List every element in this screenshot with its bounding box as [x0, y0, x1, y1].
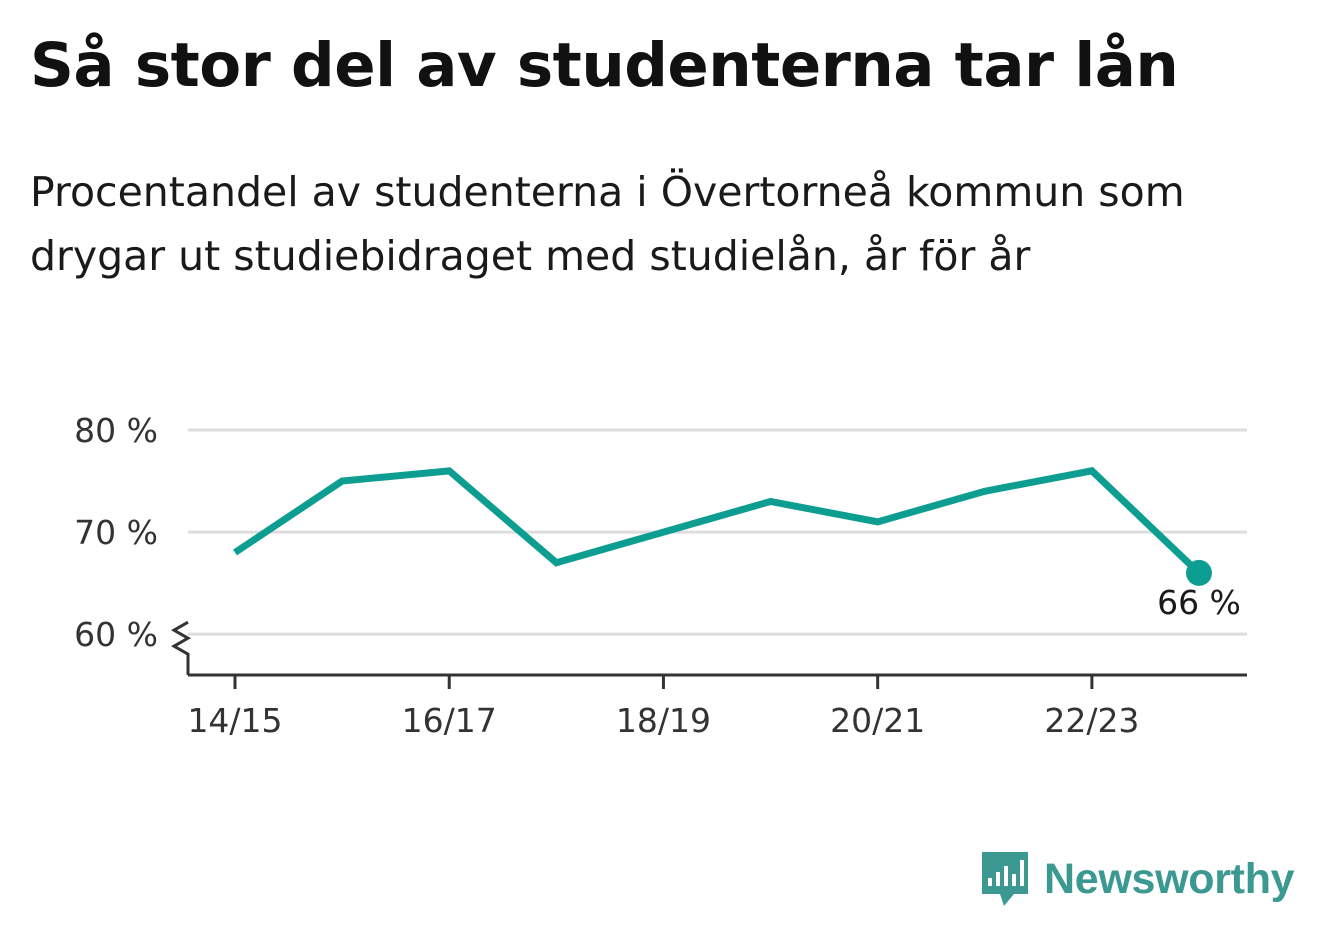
- y-axis-ticks: 60 % 70 % 80 %: [74, 411, 158, 654]
- axis-break-icon: [170, 620, 192, 675]
- chart-subtitle: Procentandel av studenterna i Övertorneå…: [30, 168, 1185, 280]
- grid-lines: [188, 428, 1247, 636]
- x-axis: [170, 620, 1247, 677]
- y-tick-label: 60 %: [74, 615, 158, 654]
- last-value-label: 66 %: [1157, 583, 1241, 622]
- brand-name: Newsworthy: [1044, 854, 1295, 903]
- chart-title: Så stor del av studenterna tar lån: [30, 30, 1179, 101]
- x-tick-label: 16/17: [402, 701, 497, 740]
- x-tick-label: 14/15: [187, 701, 282, 740]
- newsworthy-icon: [982, 852, 1028, 906]
- y-tick-label: 80 %: [74, 411, 158, 450]
- y-tick-label: 70 %: [74, 513, 158, 552]
- x-tick-label: 20/21: [830, 701, 925, 740]
- series: 66 %: [233, 467, 1241, 622]
- series-line: [233, 467, 1202, 576]
- last-data-point: [1186, 559, 1212, 586]
- x-tick-label: 18/19: [616, 701, 711, 740]
- brand-logo: Newsworthy: [980, 850, 1295, 908]
- x-axis-ticks: 14/15 16/17 18/19 20/21 22/23: [187, 675, 1139, 740]
- line-chart: 60 % 70 % 80 % 14/15 16/17 18/19 20/21 22/23 6…: [74, 411, 1247, 740]
- x-tick-label: 22/23: [1044, 701, 1139, 740]
